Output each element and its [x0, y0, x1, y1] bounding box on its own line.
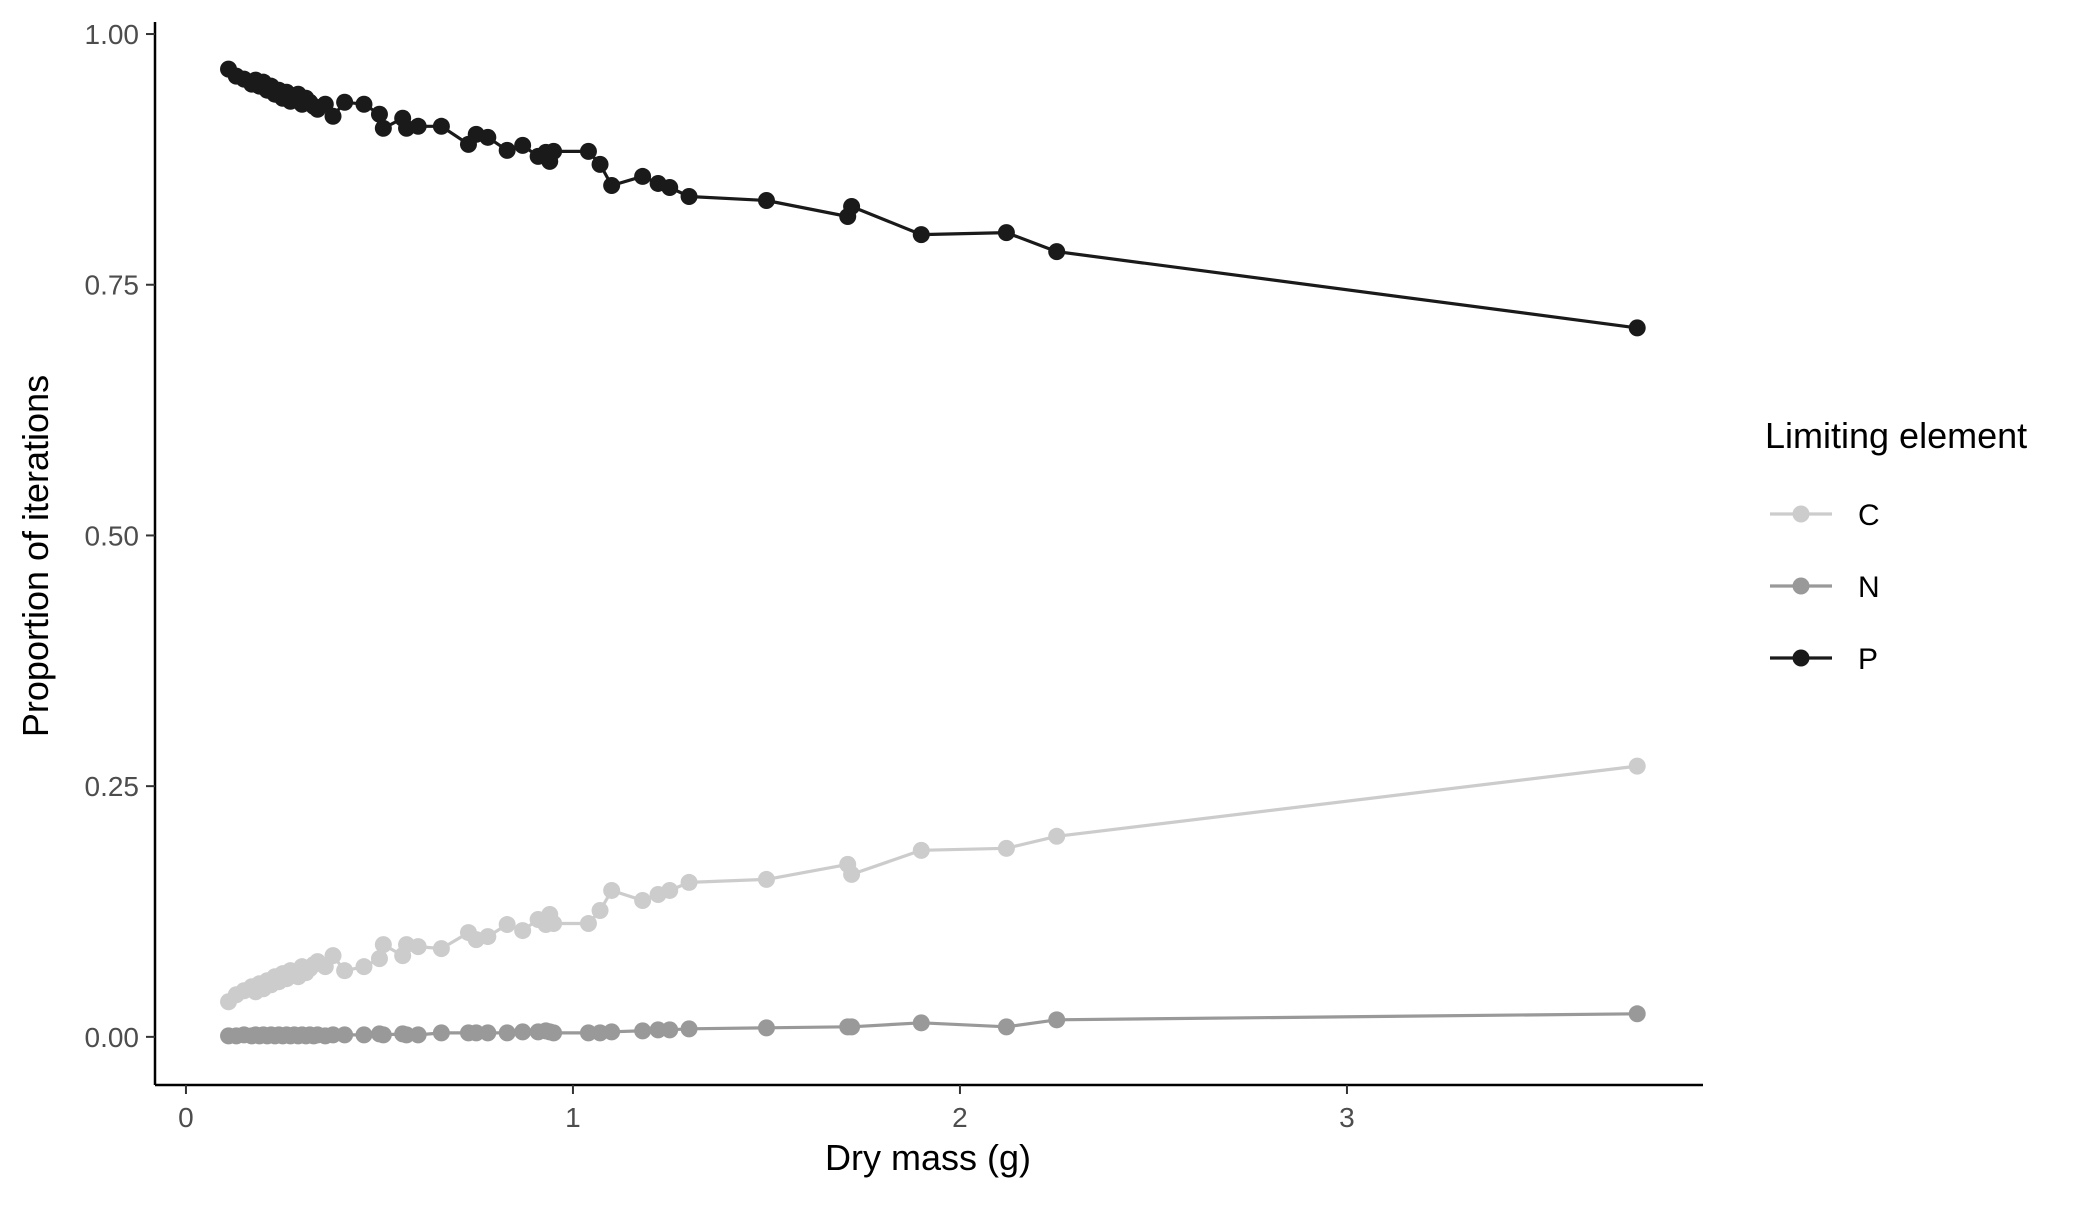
data-point-P — [680, 187, 698, 205]
data-point-C — [603, 881, 621, 899]
data-point-N — [409, 1026, 427, 1044]
legend-key-point — [1792, 649, 1810, 667]
legend-label-C: C — [1858, 499, 1880, 532]
series-line-C — [227, 764, 1638, 1003]
data-point-C — [370, 950, 388, 968]
data-point-P — [545, 142, 563, 160]
data-point-C — [514, 922, 532, 940]
x-tick-label: 1 — [565, 1102, 581, 1133]
data-point-C — [912, 841, 930, 859]
data-point-C — [409, 938, 427, 956]
series-line-P — [227, 67, 1638, 330]
data-point-N — [661, 1021, 679, 1039]
data-point-P — [498, 141, 516, 159]
data-point-C — [374, 936, 392, 954]
legend-key-point — [1792, 577, 1810, 595]
data-point-C — [336, 962, 354, 980]
data-point-C — [634, 891, 652, 909]
x-tick-label: 2 — [952, 1102, 968, 1133]
data-point-P — [336, 93, 354, 111]
legend-label-N: N — [1858, 571, 1880, 604]
data-point-N — [603, 1023, 621, 1041]
data-point-P — [661, 178, 679, 196]
data-point-P — [1628, 319, 1646, 337]
data-point-N — [355, 1026, 373, 1044]
data-point-P — [634, 167, 652, 185]
data-point-P — [997, 224, 1015, 242]
data-point-P — [514, 136, 532, 154]
data-point-N — [1048, 1011, 1066, 1029]
data-point-P — [579, 142, 597, 160]
data-point-P — [316, 95, 334, 113]
data-point-N — [479, 1024, 497, 1042]
legend-label-P: P — [1858, 643, 1878, 676]
data-point-P — [432, 117, 450, 135]
data-point-P — [370, 105, 388, 123]
data-point-N — [374, 1026, 392, 1044]
data-point-P — [324, 107, 342, 125]
data-point-C — [579, 915, 597, 933]
x-tick-label: 0 — [178, 1102, 194, 1133]
data-point-C — [1628, 757, 1646, 775]
data-point-P — [355, 95, 373, 113]
series-layer — [220, 60, 1646, 1045]
data-point-N — [498, 1024, 516, 1042]
data-point-P — [843, 198, 861, 216]
data-point-C — [324, 947, 342, 965]
data-point-P — [374, 119, 392, 137]
y-tick-label: 0.75 — [85, 270, 140, 301]
y-tick-label: 0.50 — [85, 520, 140, 551]
data-point-C — [432, 940, 450, 958]
x-axis-title: Dry mass (g) — [825, 1137, 1031, 1178]
data-point-N — [843, 1018, 861, 1036]
data-point-C — [355, 958, 373, 976]
data-point-P — [1048, 243, 1066, 261]
data-point-C — [479, 928, 497, 946]
data-point-P — [757, 192, 775, 210]
data-point-C — [545, 915, 563, 933]
legend-key-point — [1792, 505, 1810, 523]
y-tick-label: 0.00 — [85, 1022, 140, 1053]
data-point-C — [1048, 827, 1066, 845]
legend-items: C N P — [1770, 499, 1880, 676]
data-point-P — [409, 117, 427, 135]
data-point-N — [997, 1018, 1015, 1036]
legend-title: Limiting element — [1765, 415, 2027, 456]
data-point-C — [757, 870, 775, 888]
data-point-P — [912, 226, 930, 244]
x-tick-label: 3 — [1339, 1102, 1355, 1133]
y-tick-label: 1.00 — [85, 19, 140, 50]
data-point-C — [498, 916, 516, 934]
axes-layer: 0.00 0.25 0.50 0.75 1.00 0 1 2 3 — [85, 19, 1703, 1133]
data-point-N — [514, 1023, 532, 1041]
data-point-N — [432, 1024, 450, 1042]
data-point-N — [1628, 1005, 1646, 1023]
data-point-N — [757, 1019, 775, 1037]
data-point-P — [591, 155, 609, 173]
y-axis-title: Proportion of iterations — [15, 375, 56, 737]
data-point-P — [479, 128, 497, 146]
data-point-C — [661, 881, 679, 899]
legend: Limiting element C N P — [1765, 415, 2027, 676]
y-tick-label: 0.25 — [85, 771, 140, 802]
data-point-N — [680, 1020, 698, 1038]
data-point-C — [843, 865, 861, 883]
data-point-C — [680, 873, 698, 891]
data-point-C — [997, 839, 1015, 857]
data-point-P — [603, 176, 621, 194]
data-point-N — [912, 1014, 930, 1032]
data-point-C — [591, 902, 609, 920]
data-point-N — [545, 1024, 563, 1042]
data-point-N — [634, 1022, 652, 1040]
data-point-N — [336, 1026, 354, 1044]
